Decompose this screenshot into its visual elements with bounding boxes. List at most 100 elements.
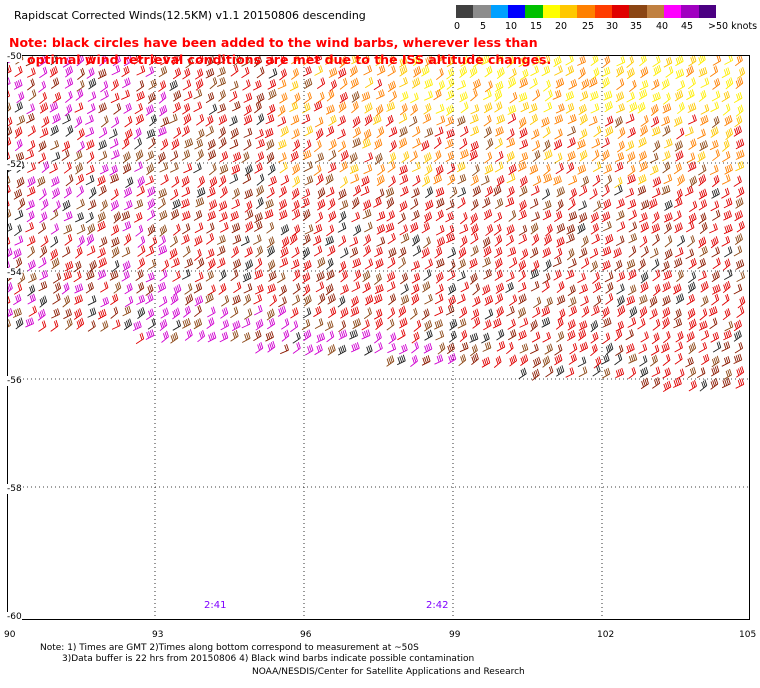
longitude-label: 90 <box>4 630 16 640</box>
wind-barb <box>676 80 686 92</box>
wind-barb <box>256 138 265 149</box>
wind-barb <box>424 329 433 341</box>
wind-barb <box>552 89 562 100</box>
wind-barb <box>193 318 203 330</box>
wind-barb <box>638 136 647 148</box>
wind-barb <box>172 319 182 331</box>
wind-barb <box>135 224 144 237</box>
wind-barb <box>531 233 540 246</box>
wind-barb <box>267 79 277 90</box>
wind-barb <box>555 317 564 330</box>
wind-barb <box>423 342 433 354</box>
wind-barb <box>387 80 397 93</box>
wind-barb <box>733 319 742 332</box>
wind-barb <box>554 343 563 356</box>
wind-barb <box>506 185 515 198</box>
wind-barb <box>316 77 326 89</box>
wind-barb <box>316 271 325 282</box>
wind-barb <box>483 268 492 280</box>
wind-barb <box>364 152 374 163</box>
wind-barb <box>265 114 275 125</box>
wind-barb <box>360 185 370 197</box>
wind-barb <box>230 269 239 282</box>
wind-barb <box>219 222 229 233</box>
wind-barb <box>722 308 731 321</box>
wind-barb <box>689 175 698 188</box>
wind-barb <box>593 356 602 369</box>
wind-barb <box>26 199 35 211</box>
wind-barb <box>317 256 326 269</box>
wind-barb <box>509 91 518 104</box>
wind-barb <box>493 355 502 368</box>
wind-barb <box>41 160 50 173</box>
wind-barb <box>544 343 553 355</box>
wind-barb <box>605 282 614 294</box>
wind-barb <box>387 307 396 320</box>
wind-barb <box>229 173 239 185</box>
wind-barb <box>674 247 684 258</box>
wind-barb <box>350 295 359 308</box>
wind-barb <box>398 305 407 318</box>
wind-barb <box>532 306 541 318</box>
wind-barb <box>361 91 371 102</box>
wind-barb <box>7 282 13 294</box>
wind-barb <box>7 89 11 98</box>
wind-barb <box>147 198 156 211</box>
wind-barb <box>650 103 659 116</box>
wind-barb <box>73 260 82 273</box>
wind-barb <box>723 224 733 235</box>
wind-barb <box>386 101 396 112</box>
wind-barb <box>483 126 492 139</box>
wind-barb <box>627 199 637 210</box>
wind-barb <box>181 186 191 198</box>
wind-barb <box>183 305 191 318</box>
legend-swatch <box>681 5 699 18</box>
wind-barb <box>529 77 538 89</box>
wind-barb <box>136 185 145 197</box>
wind-barb <box>207 149 217 161</box>
wind-barb <box>614 161 624 173</box>
wind-barb <box>541 280 550 293</box>
wind-barb <box>434 319 443 330</box>
wind-barb <box>543 101 553 113</box>
wind-barb <box>505 197 515 208</box>
wind-barb <box>699 222 708 234</box>
wind-barb <box>254 162 263 174</box>
wind-barb <box>673 210 682 222</box>
wind-barb <box>173 284 182 296</box>
wind-barb <box>698 236 707 249</box>
wind-barb <box>132 320 142 332</box>
wind-barb <box>77 128 85 141</box>
wind-barb <box>340 150 349 162</box>
wind-barb <box>493 185 502 197</box>
wind-barb <box>590 55 599 66</box>
wind-barb <box>184 283 193 295</box>
wind-barb <box>328 306 337 319</box>
wind-barb <box>651 79 660 91</box>
wind-barb <box>243 139 252 151</box>
wind-barb <box>628 101 638 113</box>
wind-barb <box>447 353 457 365</box>
wind-barb <box>652 140 661 153</box>
wind-barb <box>638 258 646 271</box>
wind-barb <box>639 161 648 173</box>
wind-barb <box>638 88 648 100</box>
wind-barb <box>121 89 130 100</box>
wind-barb <box>133 127 142 140</box>
wind-barb <box>401 150 410 163</box>
wind-barb <box>580 295 589 307</box>
wind-barb <box>434 126 444 137</box>
wind-barb <box>459 149 469 160</box>
wind-barb <box>14 235 24 246</box>
latitude-label: -50 <box>7 52 22 62</box>
wind-barb <box>75 212 84 223</box>
legend-swatch <box>490 5 508 18</box>
wind-barb <box>337 295 346 308</box>
wind-barb <box>601 66 611 78</box>
wind-barb <box>278 199 288 211</box>
wind-barb <box>52 272 62 284</box>
wind-barb <box>98 102 107 114</box>
wind-barb <box>494 257 503 270</box>
wind-barb <box>145 329 155 340</box>
wind-barb <box>87 307 97 318</box>
